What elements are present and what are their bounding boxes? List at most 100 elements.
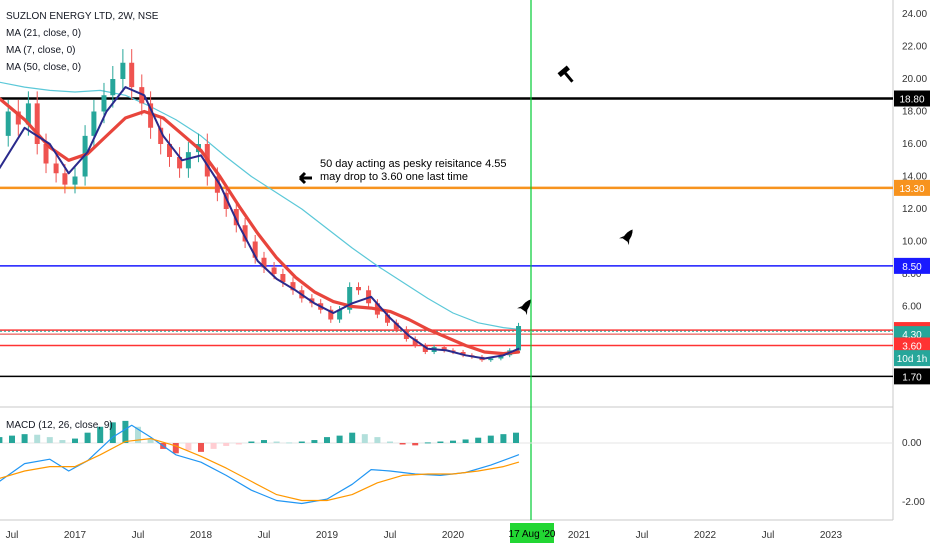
candle-body — [488, 358, 494, 361]
candle-body — [280, 274, 286, 283]
macd-histogram-bar — [72, 438, 78, 443]
macd-histogram-bar — [399, 443, 406, 445]
candle-body — [337, 309, 343, 320]
macd-histogram-bar — [172, 443, 179, 454]
time-tick-label: 2018 — [190, 530, 213, 541]
annotation-line-1: 50 day acting as pesky reisitance 4.55 — [320, 158, 507, 170]
ma7-line — [0, 86, 520, 360]
ma21-line — [0, 97, 521, 356]
candle-body — [34, 103, 40, 144]
candle-body — [516, 326, 522, 351]
time-tick-label: 2023 — [820, 530, 843, 541]
price-tick-label: 14.00 — [902, 172, 927, 183]
macd-histogram-bar — [248, 441, 255, 443]
time-tick-label: 2022 — [694, 530, 717, 541]
arrow-left-icon — [298, 171, 312, 185]
candle-body — [185, 152, 191, 169]
macd-histogram-bar — [298, 441, 305, 443]
macd-tick-label: -2.00 — [902, 497, 925, 508]
candle-body — [25, 103, 31, 125]
candle-body — [233, 209, 239, 226]
candle-body — [252, 241, 258, 258]
candle-body — [120, 62, 126, 79]
macd-histogram-bar — [122, 420, 129, 443]
price-badge-label-18.80: 18.80 — [899, 95, 924, 106]
price-badge-18.80 — [894, 90, 930, 107]
macd-histogram-bar — [210, 443, 217, 449]
macd-histogram-bar — [462, 439, 469, 443]
price-tick-label: 18.00 — [902, 107, 927, 118]
annotation-line-2: may drop to 3.60 one last time — [320, 171, 468, 183]
candle-body — [384, 314, 390, 323]
price-tick-label: 22.00 — [902, 42, 927, 53]
candle-body — [101, 95, 107, 112]
countdown-badge — [894, 350, 930, 367]
candle-body — [347, 287, 353, 310]
time-tick-label: 2020 — [442, 530, 465, 541]
rocket-icon — [517, 299, 531, 316]
macd-histogram-bar — [286, 442, 293, 444]
macd-histogram-bar — [9, 435, 15, 443]
macd-histogram-bar — [336, 435, 343, 443]
time-tick-label: 2019 — [316, 530, 339, 541]
candle-body — [62, 173, 68, 185]
macd-histogram-bar — [475, 437, 482, 443]
price-badge-3.60 — [894, 337, 930, 354]
price-tick-label: 10.00 — [902, 237, 927, 248]
macd-histogram-bar — [147, 438, 154, 443]
candle-body — [441, 347, 447, 351]
candle-body — [110, 79, 116, 96]
price-badge-1.70 — [894, 368, 930, 385]
legend-ma50: MA (50, close, 0) — [6, 62, 81, 73]
time-tick-label: Jul — [132, 530, 145, 541]
macd-histogram-bar — [46, 437, 53, 443]
price-badge-label-3.60: 3.60 — [902, 342, 922, 353]
macd-histogram-bar — [273, 441, 280, 443]
ma50-line — [0, 81, 520, 330]
macd-histogram-bar — [500, 434, 507, 443]
time-tick-label: Jul — [258, 530, 271, 541]
macd-histogram-bar — [34, 434, 41, 443]
hammer-icon — [557, 65, 574, 83]
macd-histogram-bar — [109, 422, 116, 443]
macd-histogram-bar — [185, 443, 192, 451]
macd-histogram-bar — [324, 437, 330, 443]
price-badge-label-13.30: 13.30 — [899, 184, 924, 195]
macd-histogram-bar — [437, 441, 444, 443]
price-tick-label: 16.00 — [902, 139, 927, 150]
price-badge-label-4.30: 4.30 — [902, 330, 922, 341]
macd-histogram-bar — [21, 434, 28, 443]
macd-histogram-bar — [412, 443, 419, 446]
price-badge-label-8.50: 8.50 — [902, 262, 922, 273]
price-badge-8.50 — [894, 257, 930, 274]
macd-histogram-bar — [135, 426, 141, 443]
macd-histogram-bar — [311, 440, 318, 443]
price-tick-label: 8.00 — [902, 269, 922, 280]
macd-histogram-bar — [59, 440, 66, 443]
candle-body — [43, 144, 49, 164]
macd-histogram-bar — [198, 443, 204, 452]
candle-body — [5, 111, 11, 136]
countdown-badge-label: 10d 1h — [897, 354, 928, 365]
time-tick-label: Jul — [636, 530, 649, 541]
candle-body — [242, 225, 248, 242]
candle-body — [223, 192, 229, 209]
macd-histogram-bar — [84, 432, 91, 443]
candle-body — [290, 282, 296, 291]
candle-body — [328, 309, 334, 320]
candle-body — [412, 339, 418, 346]
candle-body — [148, 103, 154, 128]
rocket-icon — [619, 229, 633, 246]
candle-body — [72, 176, 78, 185]
date-cursor-label: 17 Aug '20 — [509, 529, 556, 540]
price-tick-label: 24.00 — [902, 9, 927, 20]
macd-signal-line — [0, 438, 520, 502]
macd-tick-label: 0.00 — [902, 438, 922, 449]
macd-histogram-bar — [97, 426, 104, 443]
macd-histogram-bar — [424, 442, 431, 444]
macd-histogram-bar — [387, 441, 393, 443]
candle-body — [498, 355, 504, 359]
macd-histogram-bar — [0, 437, 3, 443]
legend-ma7: MA (7, close, 0) — [6, 45, 75, 56]
